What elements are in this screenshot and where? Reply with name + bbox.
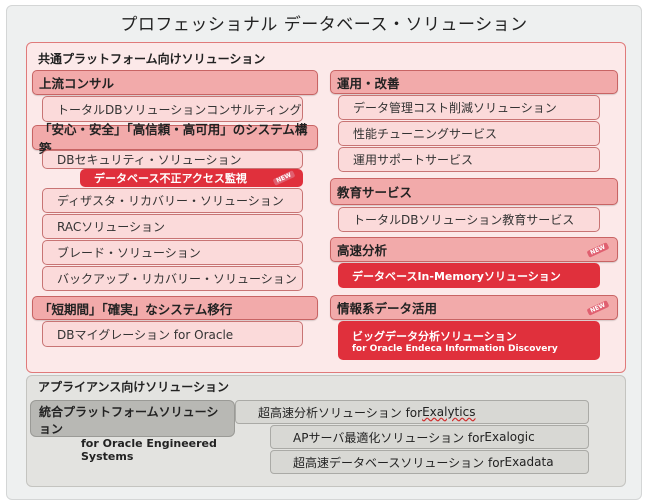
new-badge: NEW	[586, 241, 610, 258]
item-rac[interactable]: RACソリューション	[42, 214, 303, 239]
item-exalogic[interactable]: APサーバ最適化ソリューション for Exalogic	[270, 425, 589, 449]
engineered-line1: 統合プラットフォームソリューション	[39, 405, 219, 436]
new-badge: NEW	[272, 170, 296, 186]
item-in-memory[interactable]: データベースIn-Memoryソリューション	[338, 263, 600, 288]
header-label: 高速分析	[337, 243, 388, 258]
engineered-line2: for Oracle Engineered Systems	[81, 437, 217, 463]
big-data-line2: for Oracle Endeca Information Discovery	[352, 343, 558, 354]
item-blade[interactable]: ブレード・ソリューション	[42, 240, 303, 265]
item-db-security[interactable]: DBセキュリティ・ソリューション	[42, 150, 303, 169]
header-system-build: 「安心・安全」「高信頼・高可用」のシステム構築	[32, 122, 318, 156]
product-name: Exadata	[504, 455, 554, 469]
header-education: 教育サービス	[330, 178, 618, 205]
item-exadata[interactable]: 超高速データベースソリューション for Exadata	[270, 450, 589, 474]
item-big-data-analytics[interactable]: ビッグデータ分析ソリューション for Oracle Endeca Inform…	[338, 321, 600, 360]
item-data-cost-reduction[interactable]: データ管理コスト削減ソリューション	[338, 95, 600, 120]
item-exalytics[interactable]: 超高速分析ソリューション for Exalytics	[235, 400, 589, 424]
item-education-service[interactable]: トータルDBソリューション教育サービス	[338, 207, 600, 232]
appliance-heading: アプライアンス向けソリューション	[38, 380, 230, 394]
header-migration: 「短期間」「確実」なシステム移行	[32, 296, 318, 320]
engineered-systems-box[interactable]: 統合プラットフォームソリューション for Oracle Engineered …	[30, 400, 235, 463]
common-platform-heading: 共通プラットフォーム向けソリューション	[38, 52, 266, 66]
new-badge: NEW	[586, 299, 610, 316]
header-label: 情報系データ活用	[337, 301, 438, 316]
product-name: Exalogic	[484, 430, 535, 444]
item-disaster-recovery[interactable]: ディザスタ・リカバリー・ソリューション	[42, 188, 303, 213]
product-name: Exalytics	[422, 405, 476, 419]
item-total-db-consulting[interactable]: トータルDBソリューションコンサルティング	[42, 96, 303, 122]
item-db-unauthorized-access-monitoring[interactable]: データベース不正アクセス監視 NEW	[80, 169, 303, 187]
item-label: APサーバ最適化ソリューション for	[293, 430, 485, 445]
item-db-migration[interactable]: DBマイグレーション for Oracle	[42, 321, 303, 347]
page-title: プロフェッショナル データベース・ソリューション	[120, 15, 528, 35]
item-performance-tuning[interactable]: 性能チューニングサービス	[338, 121, 600, 146]
header-upstream-consulting: 上流コンサル	[32, 70, 318, 95]
item-operations-support[interactable]: 運用サポートサービス	[338, 147, 600, 172]
highlight-label: データベース不正アクセス監視	[94, 172, 247, 185]
item-label: 超高速データベースソリューション for	[293, 455, 505, 470]
header-operations: 運用・改善	[330, 70, 618, 94]
item-label: 超高速分析ソリューション for	[258, 405, 423, 420]
item-backup-recovery[interactable]: バックアップ・リカバリー・ソリューション	[42, 266, 303, 291]
header-information-data: 情報系データ活用 NEW	[330, 295, 618, 320]
header-fast-analytics: 高速分析 NEW	[330, 237, 618, 262]
big-data-line1: ビッグデータ分析ソリューション	[352, 329, 517, 343]
